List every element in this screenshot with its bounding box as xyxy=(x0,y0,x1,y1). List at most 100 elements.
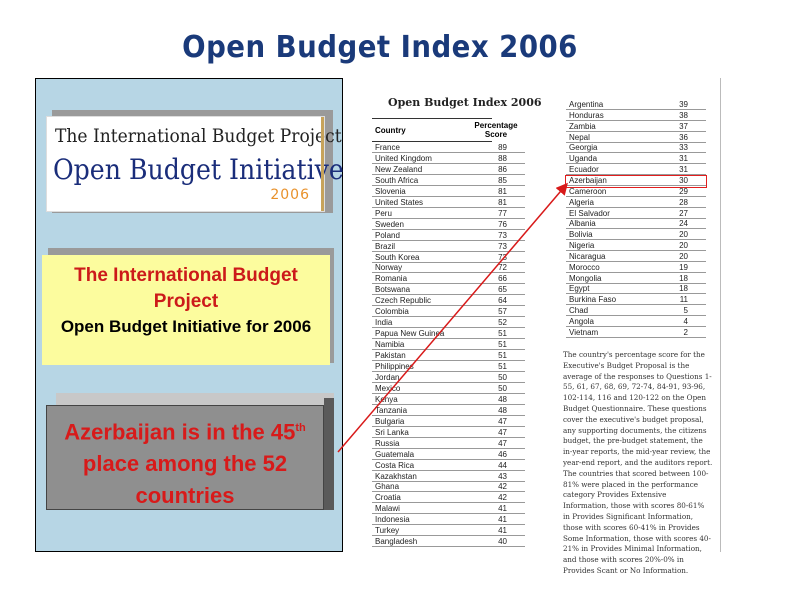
country-score: 11 xyxy=(679,295,688,305)
scanned-table-page xyxy=(362,78,721,552)
callout-sup: th xyxy=(295,422,306,434)
table-row: Morocco 19 xyxy=(566,262,706,273)
azerbaijan-callout: Azerbaijan is in the 45th place among th… xyxy=(46,412,324,512)
country-score: 85 xyxy=(498,175,507,185)
callout-box xyxy=(46,405,324,510)
country-name: Pakistan xyxy=(375,351,406,361)
country-score: 2 xyxy=(683,327,688,337)
table-row: Slovenia 81 xyxy=(372,186,525,197)
country-name: Brazil xyxy=(375,241,396,251)
country-name: Czech Republic xyxy=(375,296,432,306)
callout-box-top xyxy=(56,393,334,405)
table-row: Nicaragua 20 xyxy=(566,251,706,262)
ibp-logo: The International Budget Project Open Bu… xyxy=(46,116,344,212)
country-name: Turkey xyxy=(375,526,400,536)
country-name: Papua New Guinea xyxy=(375,329,445,339)
country-score: 41 xyxy=(498,504,507,514)
logo-line2: Open Budget Initiative xyxy=(53,153,344,186)
country-name: France xyxy=(375,143,400,152)
country-name: Bangladesh xyxy=(375,537,418,547)
country-name: South Africa xyxy=(375,175,419,185)
country-name: Nicaragua xyxy=(569,251,606,261)
table-row: Malawi 41 xyxy=(372,503,525,515)
table-row: Azerbaijan 30 xyxy=(566,175,706,186)
country-score: 73 xyxy=(498,252,507,262)
country-score: 18 xyxy=(679,273,688,283)
country-name: Morocco xyxy=(569,262,600,272)
country-score: 40 xyxy=(498,537,507,547)
country-name: Cameroon xyxy=(569,186,607,196)
country-name: Algeria xyxy=(569,197,594,207)
country-score: 43 xyxy=(498,471,507,481)
table-row: Bolivia 20 xyxy=(566,229,706,241)
table-row: Colombia 57 xyxy=(372,306,525,318)
table-row: Philippines 51 xyxy=(372,361,525,372)
country-name: Mongolia xyxy=(569,273,602,283)
country-score: 24 xyxy=(679,219,688,229)
table-row: Russia 47 xyxy=(372,438,525,449)
country-score: 52 xyxy=(498,318,507,328)
table-row: Czech Republic 64 xyxy=(372,295,525,307)
table-footnote: The country's percentage score for the E… xyxy=(563,350,713,575)
table-row: Romania 66 xyxy=(372,273,525,285)
country-name: Norway xyxy=(375,263,403,273)
country-name: United Kingdom xyxy=(375,153,432,163)
country-name: India xyxy=(375,318,393,328)
table-row: Turkey 41 xyxy=(372,525,525,537)
country-name: Tanzania xyxy=(375,405,408,415)
country-name: Uganda xyxy=(569,154,598,164)
country-name: Zambia xyxy=(569,121,596,131)
country-name: Azerbaijan xyxy=(569,175,607,185)
country-score: 76 xyxy=(498,219,507,229)
table-row: New Zealand 86 xyxy=(372,164,525,175)
table-row: Costa Rica 44 xyxy=(372,460,525,471)
country-score: 39 xyxy=(679,100,688,109)
table-row: Nepal 36 xyxy=(566,132,706,143)
country-name: Albania xyxy=(569,219,596,229)
table-row: Chad 5 xyxy=(566,305,706,317)
country-name: United States xyxy=(375,197,424,207)
country-name: Nepal xyxy=(569,132,590,142)
country-name: Malawi xyxy=(375,504,400,514)
country-score: 36 xyxy=(679,132,688,142)
table-row: Mongolia 18 xyxy=(566,273,706,284)
country-score: 66 xyxy=(498,274,507,284)
table-row: Pakistan 51 xyxy=(372,350,525,362)
country-score: 5 xyxy=(683,306,688,316)
table-row: Georgia 33 xyxy=(566,142,706,154)
table-row: Sweden 76 xyxy=(372,219,525,230)
table-row: South Korea 73 xyxy=(372,252,525,263)
col-header-score: Percentage Score xyxy=(474,121,518,139)
caption-line2: Open Budget Initiative for 2006 xyxy=(60,317,312,336)
logo-year: 2006 xyxy=(270,187,310,203)
country-score: 47 xyxy=(498,427,507,437)
table-row: Cameroon 29 xyxy=(566,186,706,197)
table-row: Poland 73 xyxy=(372,230,525,241)
country-score: 89 xyxy=(498,143,507,152)
table-row: Nigeria 20 xyxy=(566,240,706,252)
country-score: 51 xyxy=(498,329,507,339)
azerbaijan-highlight xyxy=(565,175,707,188)
country-name: Georgia xyxy=(569,143,598,153)
country-score: 30 xyxy=(679,175,688,185)
arrow-line xyxy=(337,182,568,453)
country-score: 47 xyxy=(498,416,507,426)
country-score: 47 xyxy=(498,438,507,448)
table-row: Ghana 42 xyxy=(372,481,525,493)
country-score: 65 xyxy=(498,285,507,295)
country-name: Argentina xyxy=(569,100,604,109)
country-name: Bulgaria xyxy=(375,416,405,426)
country-score: 77 xyxy=(498,208,507,218)
country-score: 72 xyxy=(498,263,507,273)
logo-line1: The International Budget Project xyxy=(55,125,342,147)
table-row: Guatemala 46 xyxy=(372,449,525,460)
table-row: Sri Lanka 47 xyxy=(372,427,525,438)
country-name: Peru xyxy=(375,208,392,218)
country-score: 29 xyxy=(679,186,688,196)
country-score: 48 xyxy=(498,405,507,415)
country-score: 51 xyxy=(498,351,507,361)
country-score: 73 xyxy=(498,230,507,240)
country-name: Burkina Faso xyxy=(569,295,617,305)
country-name: Guatemala xyxy=(375,449,415,459)
